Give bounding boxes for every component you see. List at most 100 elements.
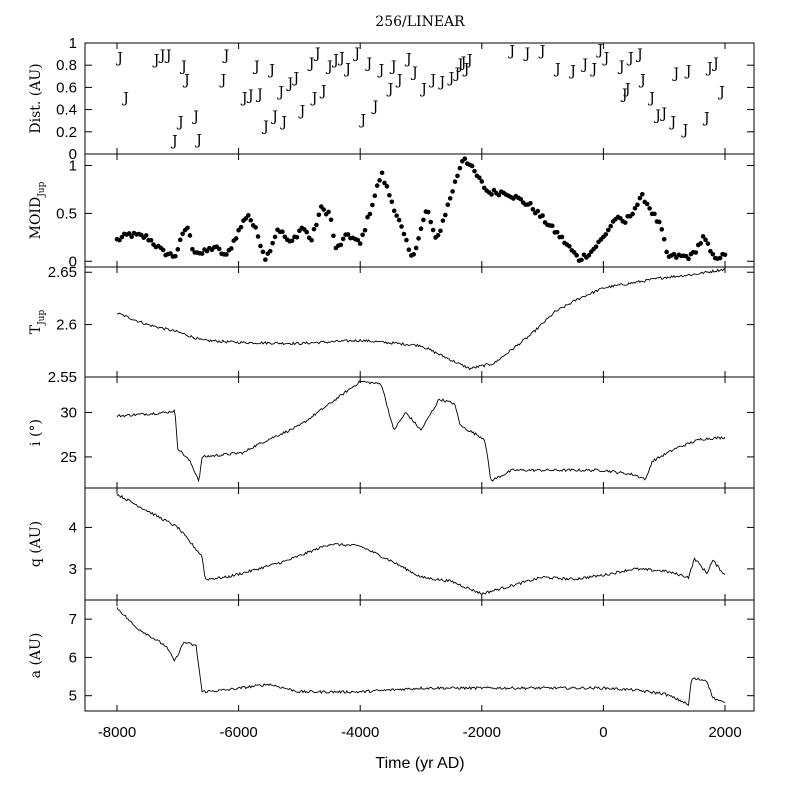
moid-point bbox=[479, 179, 485, 184]
moid-point bbox=[491, 187, 497, 193]
jupiter-encounter-marker: J bbox=[626, 50, 634, 66]
moid-point bbox=[496, 192, 502, 198]
jupiter-encounter-marker: J bbox=[620, 87, 628, 103]
jupiter-encounter-marker: J bbox=[246, 88, 254, 104]
moid-point bbox=[304, 229, 309, 235]
x-tick-label: -4000 bbox=[341, 724, 379, 741]
moid-point bbox=[326, 209, 331, 215]
moid-point bbox=[365, 214, 370, 220]
moid-point bbox=[173, 253, 178, 259]
jupiter-encounter-marker: J bbox=[404, 51, 412, 67]
moid-point bbox=[411, 252, 417, 257]
moid-point bbox=[477, 175, 482, 180]
panel-q: 3 4 q (AU) bbox=[28, 487, 755, 601]
jupiter-encounter-marker: J bbox=[669, 115, 677, 131]
moid-point bbox=[246, 213, 251, 218]
jupiter-encounter-marker: J bbox=[705, 60, 713, 76]
panel-frame-q bbox=[84, 487, 755, 601]
jupiter-encounter-marker: J bbox=[219, 73, 227, 89]
jupiter-encounter-marker: J bbox=[285, 76, 293, 92]
moid-point bbox=[316, 212, 322, 218]
moid-point bbox=[443, 212, 448, 218]
moid-point bbox=[567, 243, 572, 249]
jupiter-encounter-marker: J bbox=[279, 115, 287, 131]
moid-point bbox=[377, 178, 382, 183]
y-axis-label-dist: Dist. (AU) bbox=[28, 63, 44, 133]
series-line-incl bbox=[116, 380, 726, 483]
jupiter-encounter-marker: J bbox=[179, 59, 187, 75]
y-tick-label-incl: 30 bbox=[60, 405, 77, 422]
jupiter-encounter-marker: J bbox=[255, 87, 263, 103]
jupiter-encounter-marker: J bbox=[538, 44, 546, 60]
panel-moid: 0 0.5 1 MOIDJup bbox=[28, 153, 755, 270]
moid-point bbox=[224, 252, 229, 257]
moid-point bbox=[586, 253, 592, 258]
moid-point bbox=[421, 217, 426, 223]
moid-point bbox=[328, 217, 334, 223]
moid-point bbox=[272, 234, 278, 240]
moid-point bbox=[632, 206, 638, 211]
jupiter-encounter-marker: J bbox=[702, 110, 710, 126]
moid-point bbox=[345, 232, 351, 237]
y-tick-label-dist: 0.6 bbox=[56, 79, 77, 96]
jupiter-encounter-marker: J bbox=[252, 59, 260, 75]
moid-point bbox=[579, 257, 584, 263]
jupiter-encounter-marker: J bbox=[170, 134, 178, 150]
jupiter-encounter-marker: J bbox=[507, 44, 515, 60]
jupiter-encounter-marker: J bbox=[194, 132, 202, 148]
panel-frame-tjup bbox=[84, 266, 755, 378]
jupiter-encounter-marker: J bbox=[456, 57, 464, 73]
x-tick-label: -6000 bbox=[219, 724, 257, 741]
moid-point bbox=[469, 163, 475, 169]
y-tick-label-a: 6 bbox=[69, 649, 77, 666]
y-tick-label-dist: 1 bbox=[69, 35, 77, 52]
moid-point bbox=[396, 217, 402, 223]
moid-point bbox=[360, 232, 365, 238]
jupiter-encounter-marker: J bbox=[152, 53, 160, 69]
x-tick-label: 0 bbox=[599, 724, 607, 741]
y-tick-label-incl: 25 bbox=[60, 449, 77, 466]
jupiter-encounter-marker: J bbox=[428, 73, 436, 89]
moid-point bbox=[253, 225, 258, 230]
moid-point bbox=[379, 170, 385, 176]
moid-point bbox=[294, 234, 300, 240]
jupiter-encounter-marker: J bbox=[653, 108, 661, 124]
jupiter-encounter-marker: J bbox=[459, 55, 467, 71]
moid-point bbox=[148, 238, 154, 243]
jupiter-encounter-marker: J bbox=[261, 119, 269, 135]
moid-point bbox=[229, 246, 234, 251]
y-tick-label-dist: 0.8 bbox=[56, 57, 77, 74]
y-tick-label-tjup: 2.55 bbox=[48, 369, 77, 386]
moid-point bbox=[430, 227, 436, 233]
moid-point bbox=[686, 256, 691, 262]
y-axis-label-a: a (AU) bbox=[28, 633, 44, 679]
moid-point bbox=[657, 219, 662, 225]
y-axis-label-moid: MOIDJup bbox=[28, 181, 47, 239]
moid-point bbox=[311, 226, 317, 232]
moid-point bbox=[126, 231, 132, 236]
moid-point bbox=[389, 199, 395, 205]
moid-point bbox=[710, 251, 716, 257]
jupiter-encounter-marker: J bbox=[647, 90, 655, 106]
jupiter-encounter-marker: J bbox=[176, 115, 184, 131]
panel-frame-moid bbox=[84, 153, 755, 268]
moid-point bbox=[280, 229, 285, 234]
moid-point bbox=[314, 222, 319, 228]
moid-point bbox=[404, 237, 409, 243]
moid-point bbox=[703, 237, 708, 243]
moid-point bbox=[540, 213, 545, 218]
moid-point bbox=[700, 234, 706, 239]
moid-point bbox=[372, 193, 378, 198]
moid-point bbox=[362, 227, 368, 233]
y-tick-label-a: 7 bbox=[69, 611, 77, 628]
jupiter-encounter-marker: J bbox=[447, 70, 455, 86]
y-tick-label-dist: 0.2 bbox=[56, 124, 77, 141]
moid-point bbox=[698, 241, 703, 246]
moid-point bbox=[693, 250, 699, 255]
moid-point bbox=[394, 213, 399, 218]
jupiter-encounter-marker: J bbox=[553, 61, 561, 77]
jupiter-encounter-marker: J bbox=[164, 48, 172, 64]
moid-point bbox=[355, 237, 361, 243]
